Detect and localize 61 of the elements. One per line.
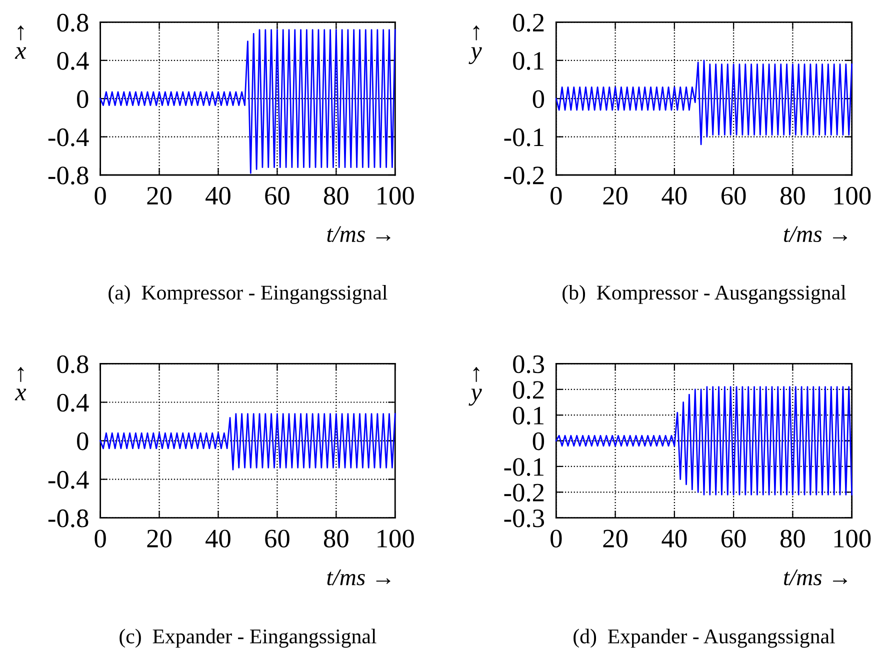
y-tick-label: 0 <box>532 432 544 450</box>
y-tick-label: -0.2 <box>504 166 544 185</box>
y-tick-label: 0.8 <box>57 14 88 32</box>
y-axis-title: ↑ y <box>468 367 482 406</box>
y-tick-label: 0 <box>77 432 88 450</box>
y-tick-label: -0.1 <box>504 128 544 146</box>
x-axis-title: t/ms → <box>327 570 390 586</box>
x-tick-label: 0 <box>94 186 106 205</box>
y-tick-label: 0.8 <box>57 355 88 374</box>
y-tick-label: 0 <box>77 90 88 108</box>
y-tick-label: 0.3 <box>513 355 544 374</box>
text: (d) Expander - Ausgangssignal <box>574 628 835 648</box>
line-series <box>100 413 396 470</box>
text: (b) Kompressor - Ausgangssignal <box>562 285 846 304</box>
y-tick-label: -0.8 <box>48 509 88 528</box>
y-tick-label: 0.4 <box>57 394 89 412</box>
x-tick-label: 0 <box>550 186 562 205</box>
x-tick-label: 20 <box>603 530 628 548</box>
x-tick-label: 40 <box>206 530 230 548</box>
x-tick-label: 60 <box>722 530 746 548</box>
y-tick-label: 0.1 <box>513 406 544 425</box>
line-series <box>555 386 853 496</box>
y-tick-label: 0 <box>532 90 544 108</box>
x-tick-label: 20 <box>147 530 172 548</box>
text: (c) Expander - Eingangssignal <box>120 628 376 648</box>
x-tick-label: 0 <box>550 530 562 548</box>
y-tick-label: 0.4 <box>57 52 89 70</box>
y-axis-title: ↑ x <box>14 367 26 400</box>
x-tick-label: 40 <box>206 186 230 205</box>
y-tick-label: 0.2 <box>513 14 544 32</box>
y-tick-label: -0.4 <box>48 128 89 146</box>
x-tick-label: 60 <box>265 530 290 548</box>
x-axis-title: t/ms → <box>327 226 390 242</box>
y-tick-label: -0.4 <box>48 470 89 489</box>
x-tick-label: 20 <box>603 186 628 205</box>
y-tick-label: -0.3 <box>504 509 544 528</box>
y-tick-label: -0.8 <box>48 166 88 185</box>
x-tick-label: 100 <box>378 530 414 548</box>
x-tick-label: 100 <box>378 186 414 205</box>
x-tick-label: 100 <box>834 186 871 205</box>
y-tick-label: -0.1 <box>504 458 544 476</box>
x-tick-label: 80 <box>324 186 348 205</box>
x-tick-label: 60 <box>265 186 290 205</box>
x-tick-label: 80 <box>780 530 805 548</box>
x-tick-label: 60 <box>722 186 746 205</box>
x-tick-label: 80 <box>780 186 805 205</box>
x-tick-label: 40 <box>662 186 687 205</box>
x-tick-label: 0 <box>94 530 106 548</box>
y-tick-label: 0.1 <box>513 52 544 70</box>
text: (a) Kompressor - Eingangssignal <box>108 285 388 304</box>
y-tick-label: 0.2 <box>513 381 544 399</box>
x-axis-title: t/ms → <box>784 570 848 586</box>
x-tick-label: 80 <box>324 530 348 548</box>
y-axis-title: ↑ x <box>14 26 26 59</box>
x-tick-label: 40 <box>662 530 687 548</box>
x-tick-label: 100 <box>834 530 871 548</box>
y-tick-label: -0.2 <box>504 484 544 502</box>
line-series <box>555 60 853 146</box>
y-axis-title: ↑ y <box>468 26 482 64</box>
x-tick-label: 20 <box>147 186 172 205</box>
x-axis-title: t/ms → <box>784 226 848 242</box>
